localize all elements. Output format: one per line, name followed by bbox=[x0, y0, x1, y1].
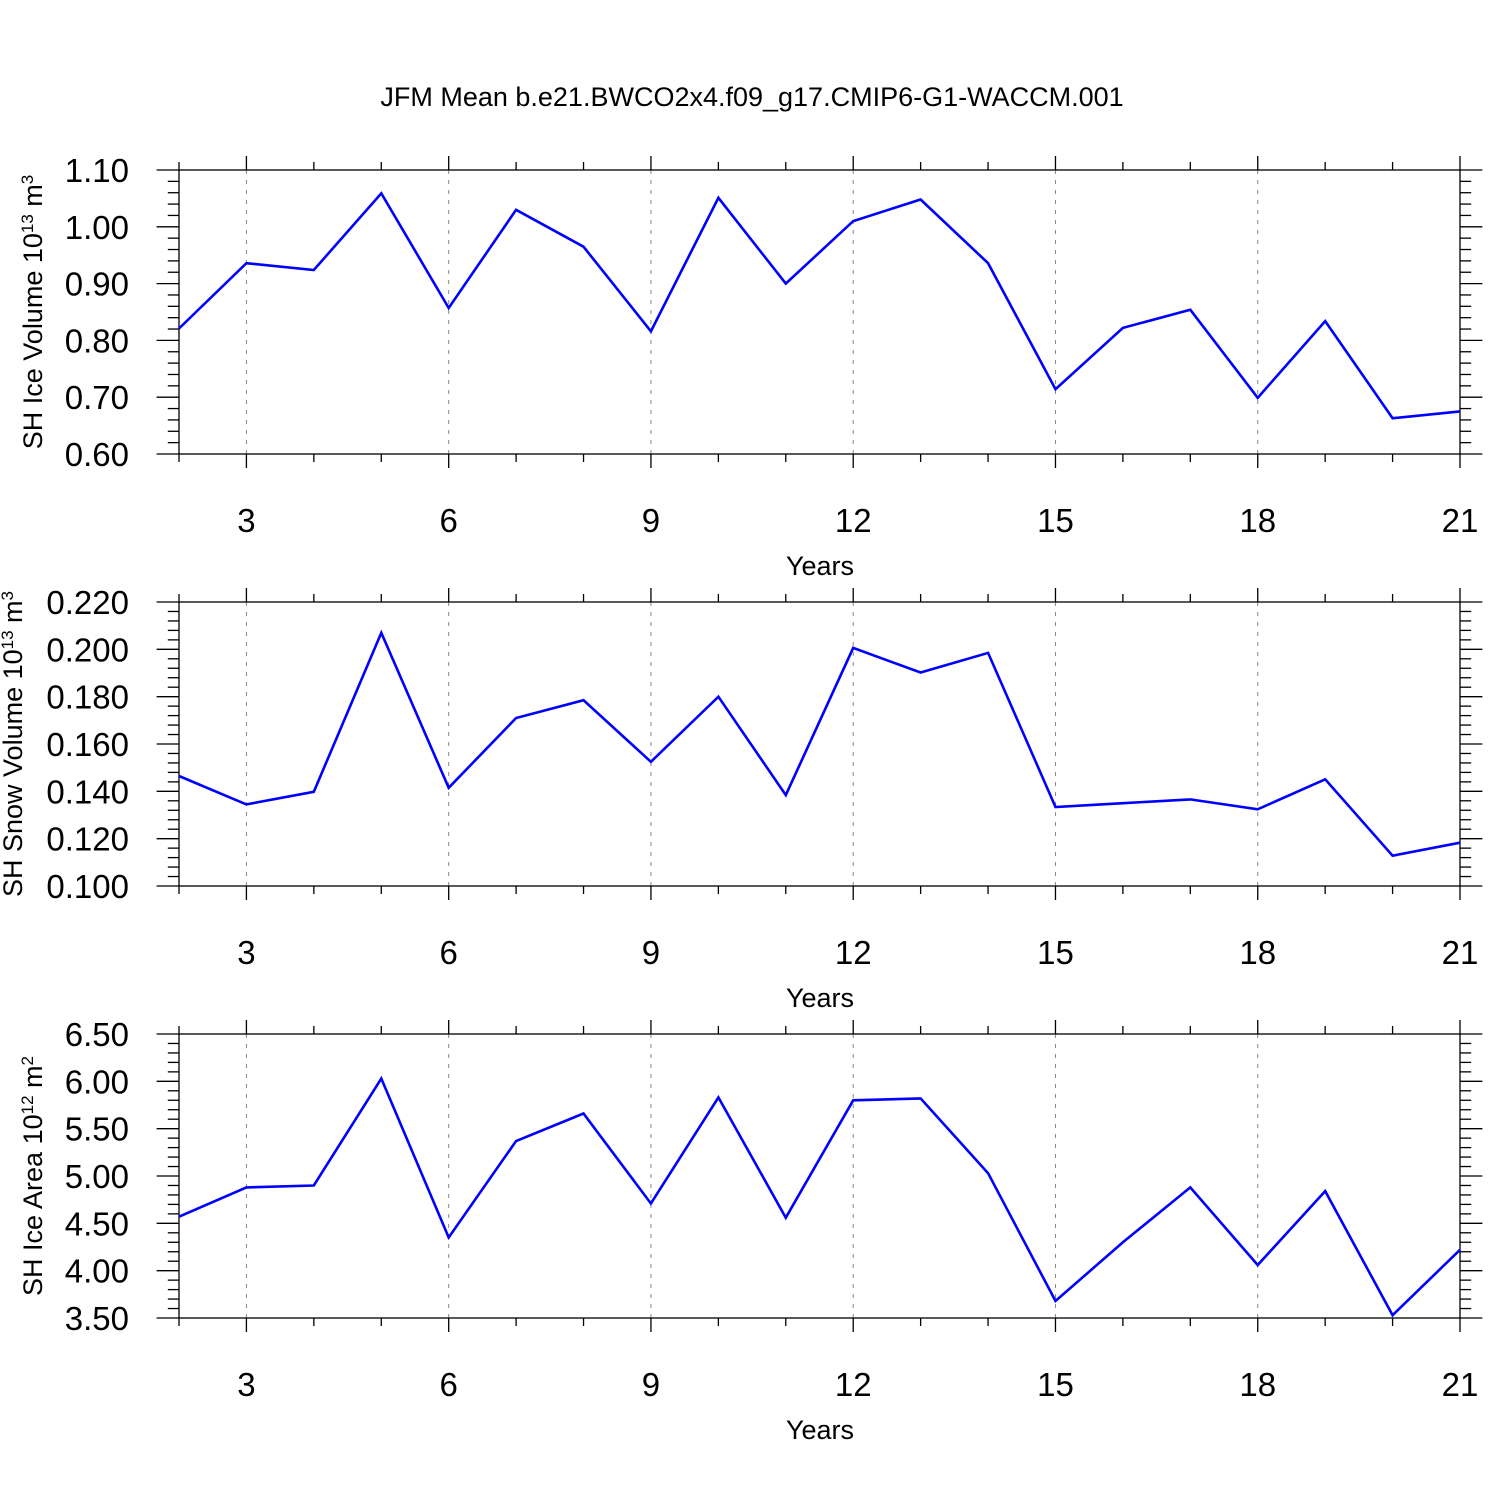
x-tick-label: 12 bbox=[835, 1366, 872, 1403]
y-tick-label: 6.50 bbox=[65, 1016, 129, 1053]
x-tick-label: 21 bbox=[1442, 934, 1479, 971]
y-axis-label: SH Ice Area 1012 m2 bbox=[18, 1056, 49, 1296]
x-tick-label: 18 bbox=[1239, 934, 1276, 971]
figure-title: JFM Mean b.e21.BWCO2x4.f09_g17.CMIP6-G1-… bbox=[380, 82, 1123, 112]
y-tick-label: 0.140 bbox=[46, 773, 129, 810]
x-tick-label: 6 bbox=[440, 1366, 458, 1403]
x-tick-label: 9 bbox=[642, 934, 660, 971]
plot-frame bbox=[178, 1033, 1461, 1319]
x-tick-label: 21 bbox=[1442, 502, 1479, 539]
x-tick-label: 18 bbox=[1239, 1366, 1276, 1403]
y-tick-label: 0.200 bbox=[46, 631, 129, 668]
y-tick-label: 5.00 bbox=[65, 1158, 129, 1195]
y-axis-label-sup: 13 bbox=[18, 214, 37, 233]
y-axis-label: SH Snow Volume 1013 m3 bbox=[0, 591, 28, 897]
series-line bbox=[178, 191, 1461, 420]
y-axis-label-unit: m bbox=[0, 600, 28, 630]
x-axis-label: Years bbox=[786, 551, 854, 581]
chart-panel-1: 3 6 9 12 15 18 21 0.60 0.70 0.80 0.90 1.00 1.10 Years… bbox=[18, 152, 1483, 581]
y-tick-label: 1.10 bbox=[65, 152, 129, 189]
x-axis-label: Years bbox=[786, 1415, 854, 1445]
y-axis-label-unit: m bbox=[18, 184, 48, 214]
y-tick-label: 0.60 bbox=[65, 436, 129, 473]
y-tick-label: 0.160 bbox=[46, 726, 129, 763]
chart-panel-3: 3 6 9 12 15 18 21 3.50 4.00 4.50 5.00 5.50 6.00 6.50 Y… bbox=[18, 1016, 1483, 1445]
x-tick-label: 18 bbox=[1239, 502, 1276, 539]
y-tick-label: 6.00 bbox=[65, 1063, 129, 1100]
x-tick-label: 6 bbox=[440, 502, 458, 539]
x-tick-label: 15 bbox=[1037, 1366, 1074, 1403]
y-axis-label-text: SH Ice Area 10 bbox=[18, 1114, 48, 1296]
y-axis-label-unit-sup: 3 bbox=[0, 591, 17, 600]
x-tick-label: 12 bbox=[835, 502, 872, 539]
y-axis-label-sup: 13 bbox=[0, 630, 17, 649]
y-axis-label: SH Ice Volume 1013 m3 bbox=[18, 175, 49, 450]
y-tick-label: 5.50 bbox=[65, 1111, 129, 1148]
y-axis-label-unit-sup: 3 bbox=[18, 175, 37, 184]
y-tick-label: 4.00 bbox=[65, 1253, 129, 1290]
x-tick-label: 9 bbox=[642, 502, 660, 539]
x-tick-label: 15 bbox=[1037, 502, 1074, 539]
y-tick-label: 0.90 bbox=[65, 266, 129, 303]
series-line bbox=[178, 629, 1461, 858]
y-axis-label-unit-sup: 2 bbox=[18, 1056, 37, 1065]
x-tick-label: 21 bbox=[1442, 1366, 1479, 1403]
x-tick-label: 6 bbox=[440, 934, 458, 971]
x-tick-label: 3 bbox=[237, 934, 255, 971]
y-tick-label: 0.80 bbox=[65, 322, 129, 359]
y-tick-label: 1.00 bbox=[65, 209, 129, 246]
y-tick-label: 3.50 bbox=[65, 1300, 129, 1337]
plot-frame bbox=[178, 601, 1461, 887]
x-tick-label: 3 bbox=[237, 502, 255, 539]
y-tick-label: 0.180 bbox=[46, 679, 129, 716]
y-axis-label-text: SH Snow Volume 10 bbox=[0, 649, 28, 897]
y-tick-label: 4.50 bbox=[65, 1205, 129, 1242]
y-axis-label-sup: 12 bbox=[18, 1095, 37, 1114]
chart-panel-2: 3 6 9 12 15 18 21 0.100 0.120 0.140 0.160 0.180 0.20… bbox=[0, 584, 1483, 1013]
x-tick-label: 3 bbox=[237, 1366, 255, 1403]
x-tick-label: 12 bbox=[835, 934, 872, 971]
y-tick-label: 0.220 bbox=[46, 584, 129, 621]
x-tick-label: 15 bbox=[1037, 934, 1074, 971]
x-tick-label: 9 bbox=[642, 1366, 660, 1403]
plot-frame bbox=[178, 169, 1461, 455]
x-axis-label: Years bbox=[786, 983, 854, 1013]
y-axis-label-text: SH Ice Volume 10 bbox=[18, 233, 48, 449]
y-tick-label: 0.120 bbox=[46, 821, 129, 858]
series-line bbox=[178, 1075, 1461, 1318]
panels: 3 6 9 12 15 18 21 0.60 0.70 0.80 0.90 1.00 1.10 Years… bbox=[0, 152, 1483, 1445]
y-tick-label: 0.70 bbox=[65, 379, 129, 416]
y-axis-label-unit: m bbox=[18, 1065, 48, 1095]
y-tick-label: 0.100 bbox=[46, 868, 129, 905]
